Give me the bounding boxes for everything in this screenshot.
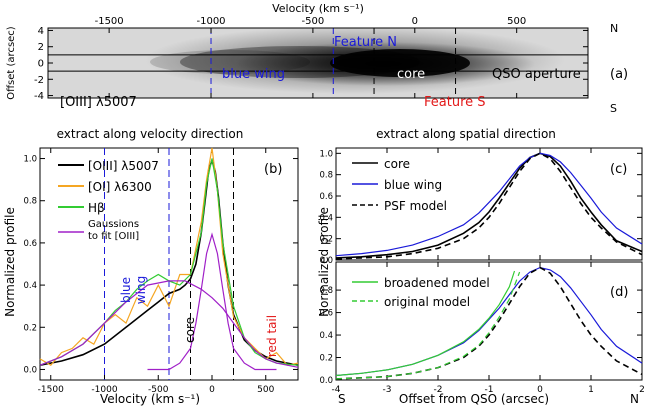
panel-cd-y-title: Normalized profile	[317, 207, 331, 317]
panel-c-legend: core blue wing PSF model	[352, 157, 447, 213]
y-tick-label: 0.8	[23, 197, 37, 207]
x-tick-label: -3	[383, 385, 392, 395]
x-tick-label: 1	[588, 385, 594, 395]
panel-c-plot: 0.0 0.2 0.4 0.6 0.8 1.0	[319, 147, 643, 266]
panel-a-x-tick-label: -1500	[95, 16, 124, 27]
panel-a-y-tick-label: -4	[34, 91, 44, 102]
y-tick-label: 0.4	[319, 213, 333, 223]
series-line	[335, 152, 643, 259]
series-line	[39, 147, 299, 366]
series-line	[335, 152, 643, 257]
panel-d-letter: (d)	[610, 285, 628, 300]
legend-d-label-broadened: broadened model	[384, 276, 490, 290]
legend-label-gauss-1: Gaussions	[88, 219, 139, 230]
label-blue-wing: blue wing	[222, 67, 285, 82]
legend-label-hbeta: Hβ	[88, 201, 105, 215]
panel-a-x-tick-label: -500	[302, 16, 325, 27]
y-tick-label: 0.2	[319, 235, 333, 245]
panel-cd-x-title: Offset from QSO (arcsec)	[399, 392, 549, 406]
series-line	[335, 271, 521, 380]
panel-a-y-tick-label: 2	[38, 42, 44, 53]
series-line	[335, 152, 643, 260]
x-tick-label: -500	[148, 385, 169, 395]
legend-c-label-psf: PSF model	[384, 199, 447, 213]
x-tick-label: -2	[434, 385, 443, 395]
legend-label-oi: [OI] λ6300	[88, 180, 152, 194]
y-tick-label: 0.8	[319, 171, 333, 181]
annot-red-tail: red tail	[265, 315, 279, 357]
annot-blue: blue	[119, 277, 133, 303]
annot-wing: wing	[134, 276, 148, 304]
panel-b-x-title: Velocity (km s⁻¹)	[100, 392, 200, 406]
panel-b-title: extract along velocity direction	[57, 127, 244, 141]
annot-core: core	[183, 317, 197, 343]
x-tick-label: 0	[537, 385, 543, 395]
x-tick-label: -4	[332, 385, 341, 395]
panel-b-legend: [OIII] λ5007 [OI] λ6300 Hβ Gaussions to …	[58, 159, 159, 242]
panel-a-y-tick-label: 4	[38, 26, 44, 37]
label-feature-s: Feature S	[424, 95, 486, 110]
legend-label-gauss-2: to fit [OIII]	[88, 231, 139, 242]
y-tick-label: 0.0	[319, 376, 333, 386]
panel-b-plot: -1500 -1000 -500 0 500 0.0 0.2 0.4 0.6 0.8 1.0	[23, 147, 299, 395]
y-tick-label: 0.6	[23, 239, 37, 249]
label-feature-n: Feature N	[334, 35, 397, 50]
plot-frame	[335, 147, 643, 261]
legend-c-label-blue-wing: blue wing	[384, 178, 442, 192]
panel-a-axes: -1500 -1000 -500 0 500 -4 -2 0 2 4	[34, 16, 588, 102]
panel-a-x-title: Velocity (km s⁻¹)	[272, 2, 364, 15]
panel-a-x-tick-label: 0	[412, 16, 418, 27]
panel-d-legend: broadened model original model	[352, 276, 490, 309]
panel-a-x-tick-label: -1000	[196, 16, 225, 27]
series-line	[335, 270, 516, 377]
panel-a: Velocity (km s⁻¹) N S (a) Offset (arcsec…	[6, 2, 628, 115]
panel-a-y-tick-label: 0	[38, 59, 44, 70]
panel-cd-north: N	[630, 392, 639, 406]
y-tick-label: 0.2	[23, 323, 37, 333]
panel-b-y-title: Normalized profile	[3, 207, 17, 317]
panel-b-letter: (b)	[264, 162, 282, 177]
panel-a-x-tick-label: 500	[507, 16, 526, 27]
panel-a-letter: (a)	[610, 67, 628, 82]
y-tick-label: 0.8	[319, 286, 333, 296]
x-tick-label: -1500	[38, 385, 64, 395]
panel-a-north-label: N	[610, 22, 618, 35]
y-tick-label: 0.4	[23, 281, 37, 291]
panel-a-y-title: Offset (arcsec)	[6, 26, 17, 100]
legend-d-label-original: original model	[384, 295, 470, 309]
panel-cd: extract along spatial direction Normaliz…	[317, 127, 645, 406]
x-tick-label: -1	[485, 385, 494, 395]
panel-b: extract along velocity direction Normali…	[3, 127, 299, 406]
panel-a-lines	[48, 28, 588, 98]
series-line	[147, 232, 277, 371]
label-qso-aperture: QSO aperture	[492, 67, 581, 82]
y-tick-label: 1.0	[23, 155, 37, 165]
label-oiii-line: [OIII] λ5007	[60, 95, 137, 110]
legend-label-oiii: [OIII] λ5007	[88, 159, 159, 173]
panel-cd-title: extract along spatial direction	[376, 127, 556, 141]
x-tick-label: -1000	[91, 385, 117, 395]
y-tick-label: 0.0	[319, 256, 333, 266]
x-tick-label: 0	[209, 385, 215, 395]
x-tick-label: 2	[639, 385, 645, 395]
y-tick-label: 0.4	[319, 331, 333, 341]
label-core: core	[397, 67, 425, 82]
panel-a-south-label: S	[610, 102, 617, 115]
panel-c-letter: (c)	[610, 162, 627, 177]
y-tick-label: 0.6	[319, 309, 333, 319]
y-tick-label: 0.2	[319, 354, 333, 364]
y-tick-label: 1.0	[319, 149, 333, 159]
y-tick-label: 0.6	[319, 192, 333, 202]
panel-cd-south: S	[338, 392, 346, 406]
panel-a-y-tick-label: -2	[34, 75, 44, 86]
panel-d-plot: -4 -3 -2 -1 0 1 2 0.0 0.2 0.4 0.6 0.8	[319, 261, 645, 395]
y-tick-label: 0.0	[23, 365, 37, 375]
legend-c-label-core: core	[384, 157, 410, 171]
x-tick-label: 500	[257, 385, 274, 395]
spectrum-image	[48, 28, 588, 98]
